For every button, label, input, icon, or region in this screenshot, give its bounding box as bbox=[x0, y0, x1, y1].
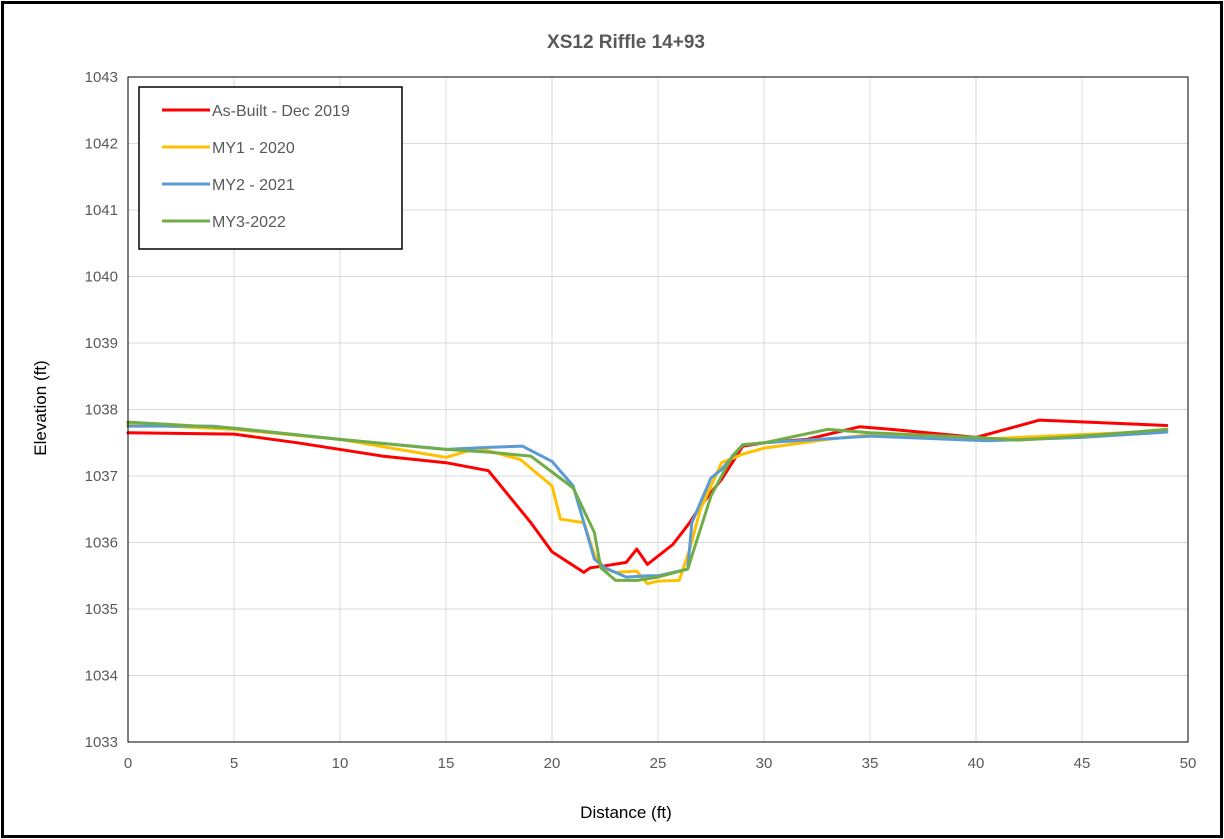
series-line-3 bbox=[126, 424, 1169, 579]
chart-title: XS12 Riffle 14+93 bbox=[547, 32, 705, 53]
y-tick-label: 1034 bbox=[85, 668, 118, 685]
x-tick-label: 10 bbox=[332, 755, 349, 772]
x-tick-label: 0 bbox=[124, 755, 132, 772]
y-tick-label: 1041 bbox=[85, 202, 118, 219]
x-tick-label: 40 bbox=[968, 755, 985, 772]
x-tick-label: 30 bbox=[756, 755, 773, 772]
y-tick-label: 1033 bbox=[85, 734, 118, 751]
y-axis-title: Elevation (ft) bbox=[31, 360, 50, 455]
legend-label: MY1 - 2020 bbox=[212, 140, 295, 157]
x-tick-label: 50 bbox=[1180, 755, 1197, 772]
y-tick-label: 1035 bbox=[85, 601, 118, 618]
series-layer bbox=[126, 418, 1169, 586]
legend-label: As-Built - Dec 2019 bbox=[212, 103, 350, 120]
series-line-1 bbox=[126, 418, 1169, 574]
x-tick-label: 15 bbox=[438, 755, 455, 772]
series-line-4 bbox=[126, 420, 1169, 582]
legend-label: MY3-2022 bbox=[212, 214, 286, 231]
plot-area-border bbox=[127, 76, 1189, 743]
x-tick-label: 35 bbox=[862, 755, 879, 772]
y-tick-label: 1040 bbox=[85, 269, 118, 286]
x-tick-label: 25 bbox=[650, 755, 667, 772]
x-tick-label: 5 bbox=[230, 755, 238, 772]
y-tick-label: 1042 bbox=[85, 136, 118, 153]
y-tick-label: 1043 bbox=[85, 69, 118, 86]
x-tick-label: 20 bbox=[544, 755, 561, 772]
y-tick-label: 1037 bbox=[85, 468, 118, 485]
y-tick-label: 1036 bbox=[85, 535, 118, 552]
axes: 0 5 10 15 20 25 30 35 40 45 50 1033 1034 1035 1036 1037… bbox=[85, 69, 1197, 772]
legend: As-Built - Dec 2019 MY1 - 2020 MY2 - 2021 M… bbox=[138, 86, 403, 250]
x-axis-title: Distance (ft) bbox=[580, 803, 672, 822]
x-tick-label: 45 bbox=[1074, 755, 1091, 772]
legend-label: MY2 - 2021 bbox=[212, 177, 295, 194]
y-tick-label: 1039 bbox=[85, 335, 118, 352]
y-tick-label: 1038 bbox=[85, 402, 118, 419]
